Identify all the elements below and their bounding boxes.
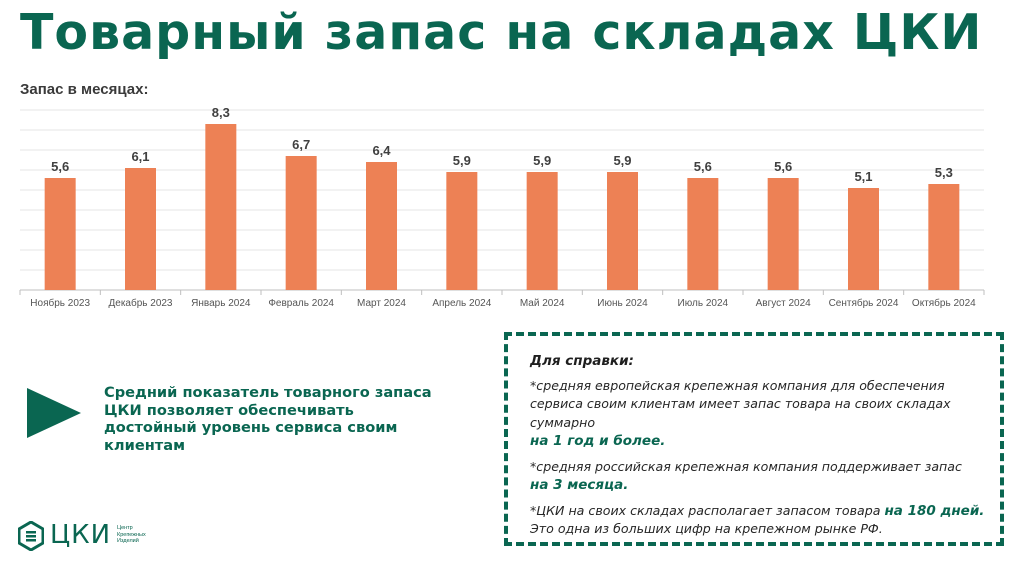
logo-subtitle: Центр Крепежных Изделий	[117, 525, 177, 545]
data-label: 6,7	[292, 137, 310, 152]
logo-wordmark: ЦКИ	[50, 520, 112, 550]
chart-y-label: Запас в месяцах:	[20, 81, 149, 98]
data-label: 5,3	[935, 165, 953, 180]
data-label: 6,1	[131, 149, 149, 164]
note-paragraph-cki: *ЦКИ на своих складах располагает запасо…	[530, 502, 990, 539]
bar	[366, 162, 397, 290]
bar	[125, 168, 156, 290]
arrow-marker-icon	[27, 388, 81, 438]
bar	[767, 178, 799, 290]
data-label: 8,3	[212, 105, 230, 120]
note-text: *средняя российская крепежная компания п…	[530, 458, 962, 474]
bar	[687, 178, 719, 290]
summary-text: Средний показатель товарного запаса ЦКИ …	[104, 384, 432, 454]
bar	[848, 188, 879, 290]
x-tick-label: Август 2024	[756, 298, 812, 309]
x-tick-label: Февраль 2024	[268, 298, 334, 309]
bar	[44, 178, 76, 290]
data-label: 5,6	[694, 159, 712, 174]
note-paragraph-europe: *средняя европейская крепежная компания …	[530, 377, 990, 451]
note-highlight: на 3 месяца.	[530, 477, 629, 493]
bar	[526, 172, 558, 290]
x-tick-label: Апрель 2024	[432, 298, 491, 309]
reference-note-box: Для справки: *средняя европейская крепеж…	[504, 332, 1004, 546]
data-label: 5,6	[774, 159, 792, 174]
data-label: 5,6	[51, 159, 69, 174]
data-label: 5,1	[854, 169, 872, 184]
stock-bar-chart: 5,6 6,1 8,3 6,7 6,4 5,9 5,9 5,9 5,6 5,6 5,1 5,3 Ноя…	[19, 105, 985, 309]
note-text: *ЦКИ на своих складах располагает запасо…	[530, 502, 881, 518]
x-tick-label: Октябрь 2024	[912, 297, 976, 309]
bar	[205, 124, 237, 290]
x-tick-label: Май 2024	[520, 298, 565, 309]
bar	[446, 172, 478, 290]
data-label: 6,4	[372, 143, 391, 158]
note-paragraph-russia: *средняя российская крепежная компания п…	[530, 458, 990, 495]
logo-mark-icon	[18, 521, 44, 551]
x-tick-label: Ноябрь 2023	[30, 297, 90, 309]
x-tick-label: Декабрь 2023	[108, 297, 172, 309]
logo-subtitle-line: Центр	[117, 525, 133, 531]
data-label: 5,9	[613, 153, 631, 168]
bar	[607, 172, 638, 290]
note-highlight: на 180 дней.	[884, 502, 985, 519]
bar	[928, 184, 960, 290]
bar	[285, 156, 317, 290]
note-highlight: на 1 год и более.	[530, 433, 666, 449]
x-tick-label: Январь 2024	[191, 298, 251, 309]
x-tick-label: Июль 2024	[678, 298, 729, 309]
x-tick-label: Июнь 2024	[597, 298, 648, 309]
data-label: 5,9	[533, 153, 551, 168]
x-tick-label: Сентябрь 2024	[829, 297, 899, 309]
data-label: 5,9	[453, 153, 471, 168]
logo-subtitle-line: Изделий	[117, 538, 139, 544]
note-heading: Для справки:	[530, 353, 634, 369]
page-title: Товарный запас на складах ЦКИ	[20, 4, 983, 61]
logo-subtitle-line: Крепежных	[117, 531, 146, 538]
note-text: *средняя европейская крепежная компания …	[530, 377, 951, 430]
x-tick-label: Март 2024	[357, 298, 406, 309]
note-text: Это одна из больших цифр на крепежном ры…	[530, 521, 883, 536]
